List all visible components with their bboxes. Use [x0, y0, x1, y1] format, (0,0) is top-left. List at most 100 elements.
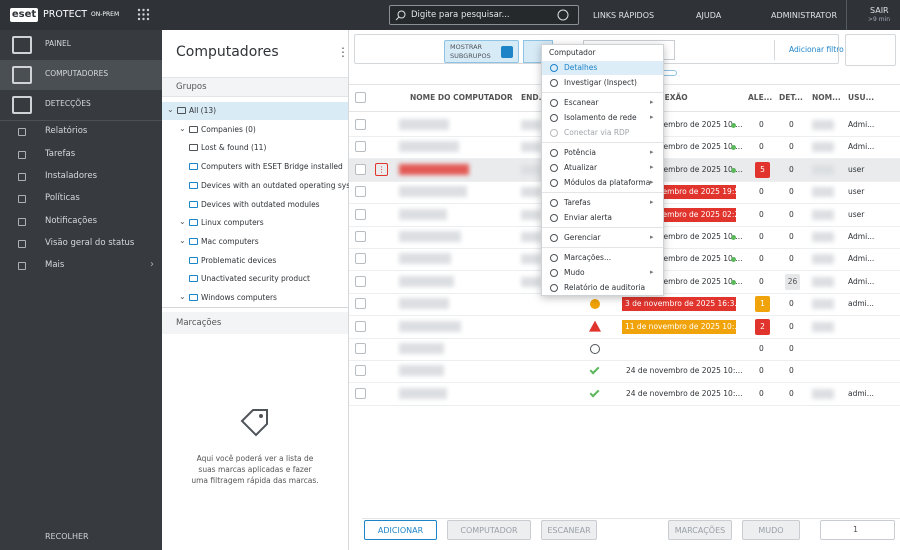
menu-item[interactable]: Marcações...: [564, 253, 612, 262]
row-checkbox[interactable]: [355, 298, 366, 310]
header-checkbox: [355, 92, 366, 103]
nav-item[interactable]: Tarefas: [45, 149, 76, 159]
tree-item[interactable]: Lost & found (11): [201, 143, 267, 153]
row-checkbox[interactable]: [355, 365, 366, 377]
row-menu-button[interactable]: ⋮: [375, 162, 388, 176]
page-number[interactable]: 1: [853, 525, 859, 534]
computer-name-redacted[interactable]: [399, 163, 469, 175]
menu-icon: [550, 114, 558, 122]
tree-item[interactable]: Devices with outdated modules: [201, 199, 320, 209]
menu-item[interactable]: Relatório de auditoria: [564, 283, 646, 292]
row-checkbox[interactable]: [355, 343, 366, 354]
nav-item[interactable]: Mais: [45, 260, 65, 270]
row-checkbox[interactable]: [355, 320, 366, 332]
nav-item[interactable]: Notificações: [45, 216, 98, 226]
last-connection: 11 de novembro de 2025 10:...: [622, 319, 736, 334]
column-header[interactable]: ALE...: [748, 93, 773, 102]
row-checkbox[interactable]: [355, 141, 366, 153]
footer-button[interactable]: COMPUTADOR: [447, 520, 531, 540]
nav-item[interactable]: COMPUTADORES: [45, 69, 109, 78]
logout[interactable]: SAIR: [870, 6, 889, 15]
nav-icon: [18, 262, 26, 270]
divider: [0, 120, 162, 121]
nav-item[interactable]: Visão geral do status: [45, 238, 135, 248]
row-checkbox[interactable]: [355, 186, 366, 198]
menu-item[interactable]: Atualizar: [564, 163, 598, 172]
column-header[interactable]: NOME DO COMPUTADOR: [410, 93, 513, 102]
nav-item[interactable]: Relatórios: [45, 126, 88, 136]
user-menu[interactable]: ADMINISTRATOR: [771, 11, 838, 20]
menu-icon: [550, 164, 558, 172]
menu-item[interactable]: Investigar (Inspect): [564, 78, 637, 87]
footer-button[interactable]: ADICIONAR: [364, 520, 437, 540]
row-checkbox[interactable]: [355, 208, 366, 220]
tree-item[interactable]: Problematic devices: [201, 255, 277, 265]
row-checkbox[interactable]: [355, 231, 366, 242]
menu-item[interactable]: Gerenciar: [564, 233, 601, 242]
nav-item[interactable]: Políticas: [45, 193, 80, 203]
computer-name-redacted[interactable]: [399, 253, 451, 265]
table-settings[interactable]: [845, 34, 896, 66]
tree-item[interactable]: All (13): [189, 106, 217, 115]
tree-item[interactable]: Windows computers: [201, 293, 277, 302]
help-menu[interactable]: AJUDA: [696, 11, 722, 20]
alerts: 0: [759, 209, 764, 219]
status-error: [589, 320, 601, 332]
computer-name-redacted[interactable]: [399, 119, 449, 130]
apps-icon[interactable]: [137, 8, 150, 21]
computer-name-redacted[interactable]: [399, 275, 454, 287]
computer-name-redacted[interactable]: [399, 298, 449, 310]
computer-name-redacted[interactable]: [399, 231, 461, 242]
nav-item[interactable]: Instaladores: [45, 171, 97, 181]
panel-menu[interactable]: ⋮: [337, 45, 349, 59]
search-box[interactable]: Digite para pesquisar...: [389, 5, 579, 25]
add-filter[interactable]: Adicionar filtro: [774, 40, 844, 60]
menu-item[interactable]: Enviar alerta: [564, 213, 612, 222]
tree-item[interactable]: Computers with ESET Bridge installed: [201, 162, 343, 172]
name-redacted: [812, 120, 834, 130]
row-checkbox[interactable]: [355, 275, 366, 287]
computer-name-redacted[interactable]: [399, 387, 447, 399]
column-header[interactable]: END...: [521, 93, 548, 102]
tree-item[interactable]: Unactivated security product: [201, 274, 310, 284]
row-checkbox[interactable]: [355, 253, 366, 265]
collapse-button[interactable]: RECOLHER: [45, 532, 89, 541]
tree-item[interactable]: Companies (0): [201, 124, 256, 134]
row-checkbox[interactable]: [355, 119, 366, 130]
footer-button[interactable]: MARCAÇÕES: [668, 520, 732, 540]
alerts: 0: [759, 344, 764, 353]
menu-item[interactable]: Escanear: [564, 98, 599, 107]
quick-links[interactable]: LINKS RÁPIDOS: [593, 11, 655, 20]
menu-icon: [550, 129, 558, 137]
tree-selected: [162, 102, 348, 120]
row-checkbox[interactable]: [355, 163, 366, 175]
computer-name-redacted[interactable]: [399, 320, 461, 332]
dynamic-group-icon: [189, 294, 198, 301]
tree-item[interactable]: Mac computers: [201, 236, 259, 246]
computer-name-redacted[interactable]: [399, 365, 444, 377]
tree-item[interactable]: Linux computers: [201, 218, 264, 228]
column-header[interactable]: DET...: [779, 93, 803, 102]
nav-item[interactable]: PAINEL: [45, 39, 71, 48]
footer-button[interactable]: MUDO: [742, 520, 800, 540]
computer-name-redacted[interactable]: [399, 186, 467, 198]
footer-button[interactable]: ESCANEAR: [541, 520, 597, 540]
user: Admi...: [848, 232, 875, 241]
row-checkbox[interactable]: [355, 387, 366, 399]
computer-name-redacted[interactable]: [399, 343, 444, 354]
computer-name-redacted[interactable]: [399, 208, 447, 220]
nav-item[interactable]: DETECÇÕES: [45, 99, 91, 108]
menu-item[interactable]: Isolamento de rede: [564, 113, 637, 122]
show-subgroups[interactable]: MOSTRAR SUBGRUPOS: [444, 40, 519, 63]
menu-item[interactable]: Tarefas: [564, 198, 591, 207]
computer-name-redacted[interactable]: [399, 141, 459, 153]
menu-item[interactable]: Detalhes: [564, 63, 598, 72]
menu-item[interactable]: Potência: [564, 148, 596, 157]
search-icon: [395, 10, 406, 21]
menu-item[interactable]: Módulos da plataforma: [564, 178, 651, 187]
menu-item[interactable]: Mudo: [564, 268, 585, 277]
column-header[interactable]: USU...: [848, 93, 875, 102]
tree-item[interactable]: Devices with an outdated operating syste…: [201, 180, 365, 190]
nav-icon: [12, 96, 32, 114]
column-header[interactable]: NOM...: [812, 93, 841, 102]
